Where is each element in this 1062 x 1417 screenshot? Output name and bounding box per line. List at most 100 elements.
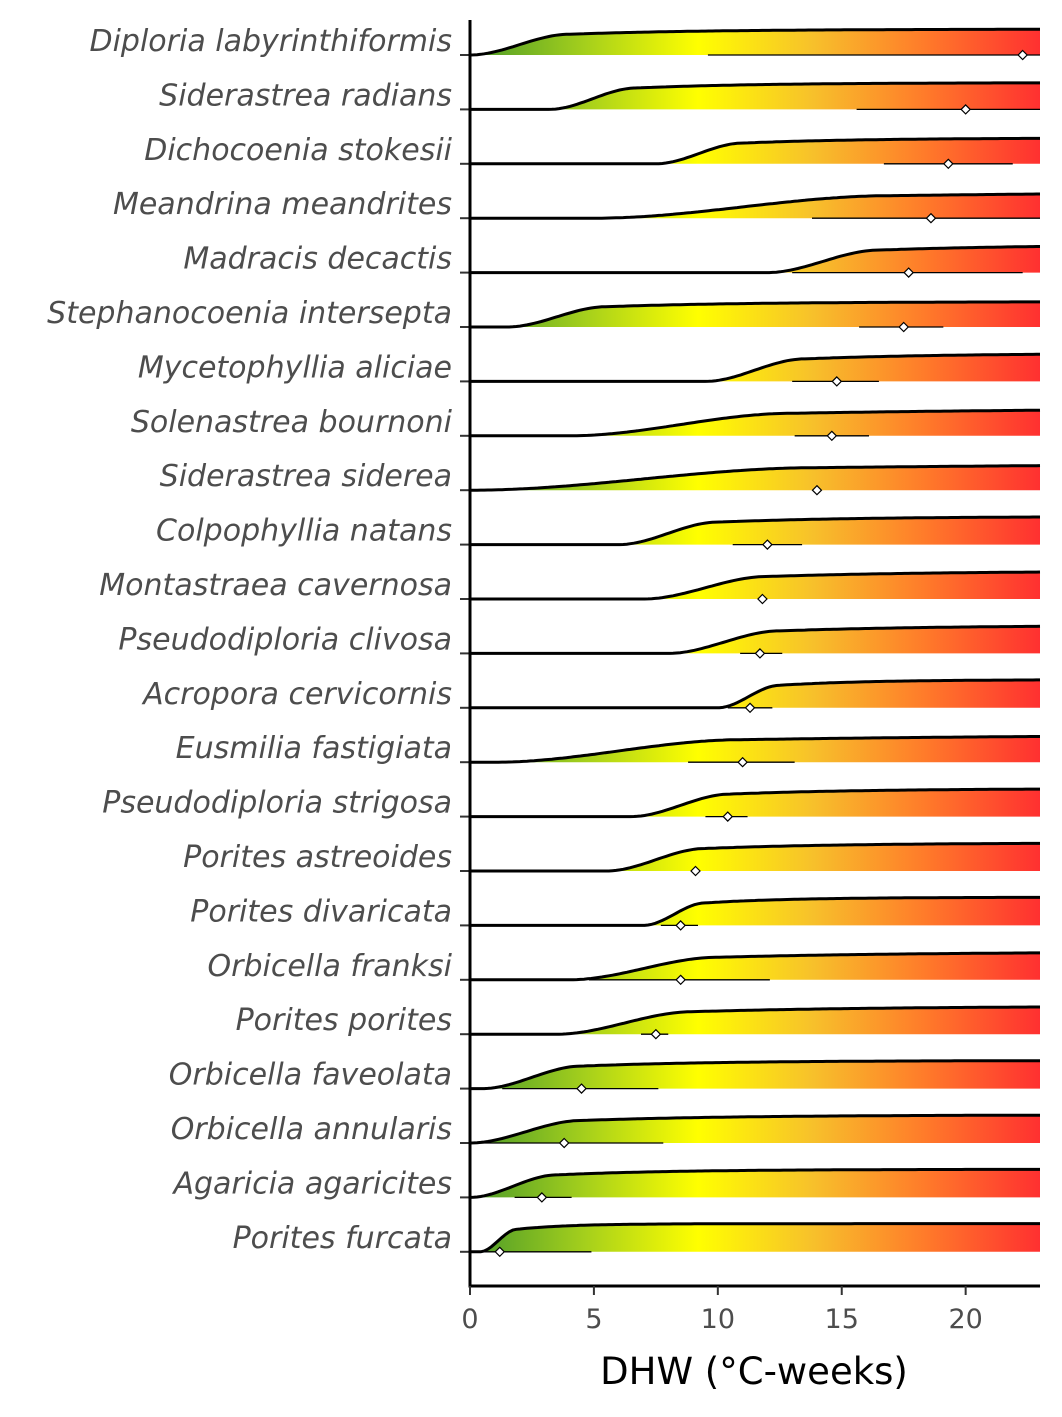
mean-diamond: [690, 865, 701, 877]
species-label: Agaricia agaricites: [171, 1166, 452, 1201]
mean-diamond: [675, 974, 687, 986]
species-label: Pseudodiploria strigosa: [102, 786, 452, 821]
ridge-siderastrea-siderea: [470, 464, 1041, 496]
ridge-outline: [470, 1059, 1040, 1091]
ridge-porites-porites: [470, 1005, 1040, 1040]
ridge-mycetophyllia-aliciae: [470, 352, 1040, 387]
species-label: Mycetophyllia aliciae: [138, 350, 452, 385]
species-label: Orbicella annularis: [171, 1112, 452, 1147]
ridge-outline: [470, 1222, 1040, 1254]
ridge-outline: [469, 1113, 1040, 1145]
species-labels: Porites furcata Agaricia agaricites Orbice…: [47, 24, 470, 1256]
ridge-orbicella-franksi: [470, 951, 1040, 986]
mean-diamond: [903, 267, 915, 278]
ridge-madracis-decactis: [470, 245, 1040, 278]
species-label: Siderastrea radians: [159, 78, 452, 113]
mean-diamond: [925, 212, 937, 224]
mean-diamond: [675, 920, 687, 931]
ridge-outline: [470, 787, 1040, 819]
mean-diamond: [576, 1083, 587, 1094]
mean-diamond: [960, 104, 972, 115]
mean-diamond: [942, 158, 954, 170]
ridge-fill: [470, 572, 1040, 599]
ridge-outline: [470, 678, 1040, 710]
ridge-outline: [470, 735, 1040, 764]
ridge-fill: [470, 517, 1040, 545]
ridge-outline: [470, 81, 1040, 111]
species-label: Acropora cervicornis: [141, 677, 452, 712]
ridge-outline: [470, 464, 1041, 492]
species-label: Siderastrea siderea: [160, 459, 452, 494]
ridge-fill: [470, 1169, 1040, 1198]
ridge-fill: [470, 736, 1040, 763]
ridge-outline: [470, 515, 1040, 547]
ridge-outline: [470, 300, 1040, 329]
ridge-orbicella-annularis: [469, 1113, 1040, 1149]
ridge-fill: [470, 1223, 1040, 1252]
species-label: Orbicella franksi: [208, 949, 453, 984]
ridge-eusmilia-fastigiata: [470, 735, 1040, 768]
species-label: Montastraea cavernosa: [99, 568, 452, 603]
mean-diamond: [898, 321, 910, 333]
ridge-outline: [470, 570, 1041, 601]
ridge-layer: [469, 27, 1041, 1258]
ridge-solenastrea-bournoni: [470, 408, 1041, 442]
ridge-fill: [470, 138, 1040, 164]
ridge-outline: [470, 951, 1040, 982]
x-axis-title: DHW (°C-weeks): [600, 1350, 908, 1393]
ridge-acropora-cervicornis: [470, 678, 1040, 714]
ridge-fill: [470, 301, 1040, 327]
x-tick-label: 15: [825, 1304, 859, 1335]
ridge-outline: [470, 192, 1040, 220]
mean-diamond: [762, 539, 773, 550]
ridge-fill: [470, 843, 1040, 871]
ridge-pseudodiploria-strigosa: [470, 787, 1040, 822]
ridge-pseudodiploria-clivosa: [470, 624, 1041, 659]
mean-diamond: [722, 811, 734, 822]
species-label: Eusmilia fastigiata: [176, 731, 452, 766]
mean-diamond: [811, 484, 823, 496]
ridge-fill: [470, 1115, 1040, 1143]
species-label: Porites porites: [236, 1003, 452, 1038]
mean-diamond: [744, 702, 756, 714]
ridge-porites-divaricata: [470, 895, 1040, 931]
ridge-fill: [470, 952, 1040, 980]
x-tick-label: 10: [701, 1304, 735, 1335]
ridge-fill: [470, 354, 1040, 382]
ridge-outline: [470, 1005, 1040, 1036]
ridge-fill: [470, 410, 1040, 436]
mean-diamond: [737, 756, 748, 768]
mean-diamond: [536, 1192, 548, 1203]
species-label: Porites divaricata: [190, 894, 452, 929]
ridge-porites-furcata: [470, 1222, 1040, 1258]
ridge-diploria-labyrinthiformis: [469, 27, 1040, 61]
mean-diamond: [650, 1028, 662, 1040]
ridge-fill: [470, 29, 1040, 55]
ridge-outline: [470, 841, 1040, 873]
ridge-outline: [470, 352, 1040, 383]
ridge-fill: [470, 626, 1040, 654]
ridge-fill: [470, 897, 1040, 926]
ridge-fill: [470, 1060, 1040, 1089]
ridge-fill: [470, 82, 1040, 110]
ridge-siderastrea-radians: [470, 81, 1040, 115]
ridge-stephanocoenia-intersepta: [470, 300, 1040, 333]
species-label: Dichocoenia stokesii: [144, 133, 452, 168]
ridge-meandrina-meandrites: [470, 192, 1040, 224]
mean-diamond: [826, 430, 838, 442]
mean-diamond: [558, 1137, 570, 1149]
ridge-agaricia-agaricites: [469, 1167, 1040, 1203]
ridge-outline: [470, 624, 1041, 655]
ridge-outline: [470, 408, 1041, 438]
species-label: Solenastrea bournoni: [131, 405, 453, 440]
ridge-fill: [470, 789, 1040, 817]
species-label: Diploria labyrinthiformis: [89, 24, 452, 59]
species-label: Stephanocoenia intersepta: [47, 296, 452, 331]
mean-diamond: [831, 376, 843, 387]
ridge-outline: [469, 1167, 1040, 1199]
ridge-outline: [469, 27, 1040, 57]
ridge-outline: [470, 895, 1040, 927]
species-label: Madracis decactis: [183, 242, 452, 277]
ridge-outline: [470, 136, 1040, 166]
